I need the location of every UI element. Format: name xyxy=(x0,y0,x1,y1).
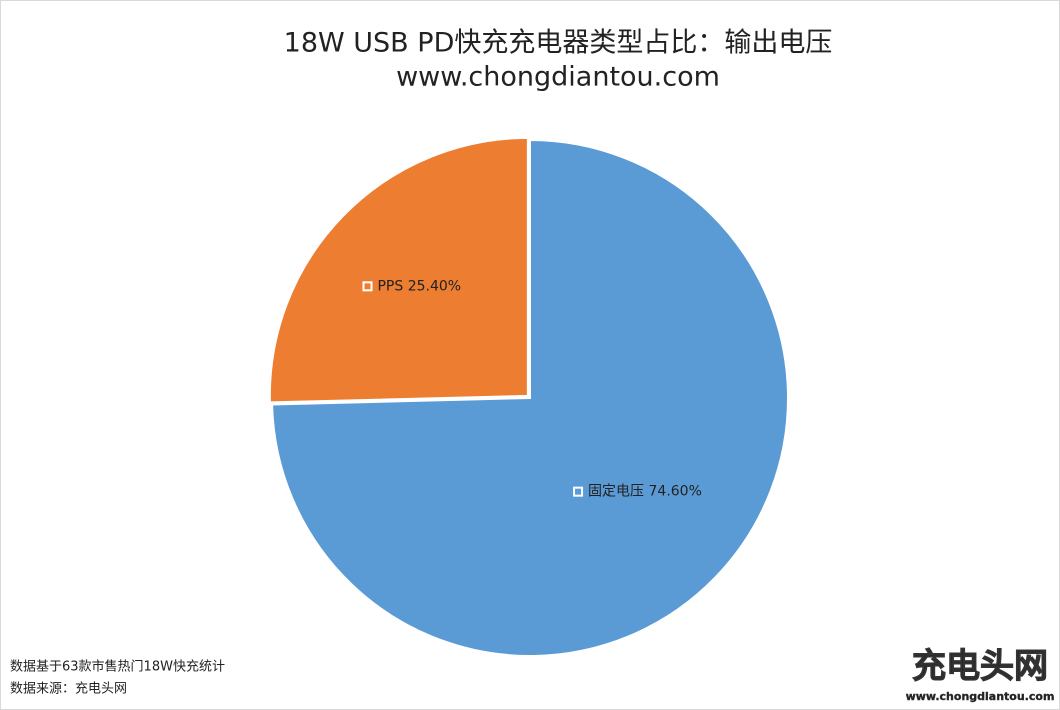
label-category: 固定电压 xyxy=(588,484,644,500)
label-category: PPS xyxy=(377,278,403,294)
note: 数据基于63款市售热门18W快充统计 xyxy=(10,659,225,675)
watermark-url: www.chongdiantou.com xyxy=(906,690,1055,703)
chart-subtitle: www.chongdiantou.com xyxy=(396,62,720,93)
label-marker xyxy=(362,281,373,292)
label-value: 74.60% xyxy=(649,484,702,500)
watermark-brand: 充电头网 xyxy=(912,647,1048,687)
label-value: 25.40% xyxy=(408,278,461,294)
pie-slice xyxy=(271,138,789,657)
data-label: PPS 25.40% xyxy=(377,278,461,294)
pie-slice xyxy=(268,136,529,404)
note: 数据来源：充电头网 xyxy=(10,681,127,697)
data-label: 固定电压 74.60% xyxy=(588,484,702,500)
chart-title: 18W USB PD快充充电器类型占比：输出电压 xyxy=(284,28,833,59)
label-marker xyxy=(573,486,584,497)
